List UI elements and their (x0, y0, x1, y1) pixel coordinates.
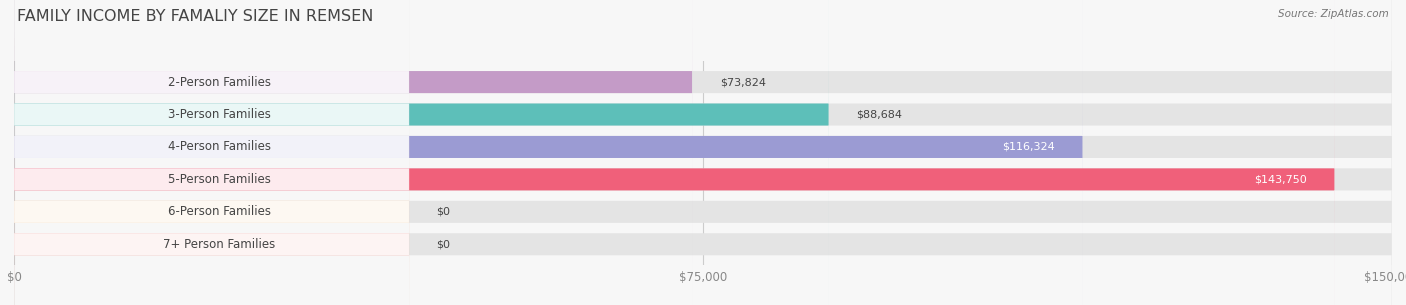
FancyBboxPatch shape (14, 0, 828, 305)
FancyBboxPatch shape (14, 0, 409, 305)
Text: $88,684: $88,684 (856, 109, 903, 120)
Text: FAMILY INCOME BY FAMALIY SIZE IN REMSEN: FAMILY INCOME BY FAMALIY SIZE IN REMSEN (17, 9, 373, 24)
FancyBboxPatch shape (14, 0, 409, 305)
FancyBboxPatch shape (14, 0, 1392, 305)
Text: $73,824: $73,824 (720, 77, 766, 87)
FancyBboxPatch shape (14, 0, 1392, 305)
FancyBboxPatch shape (14, 0, 409, 305)
Text: 3-Person Families: 3-Person Families (169, 108, 271, 121)
FancyBboxPatch shape (14, 0, 1392, 305)
Text: 5-Person Families: 5-Person Families (169, 173, 271, 186)
Text: $0: $0 (437, 239, 450, 249)
FancyBboxPatch shape (14, 0, 409, 305)
Text: Source: ZipAtlas.com: Source: ZipAtlas.com (1278, 9, 1389, 19)
Text: 7+ Person Families: 7+ Person Families (163, 238, 276, 251)
FancyBboxPatch shape (14, 0, 1392, 305)
Text: $0: $0 (437, 207, 450, 217)
FancyBboxPatch shape (14, 0, 409, 305)
Text: $116,324: $116,324 (1002, 142, 1054, 152)
FancyBboxPatch shape (14, 0, 1392, 305)
Text: 4-Person Families: 4-Person Families (167, 141, 271, 153)
Text: 6-Person Families: 6-Person Families (167, 205, 271, 218)
FancyBboxPatch shape (14, 0, 1334, 305)
FancyBboxPatch shape (14, 0, 1083, 305)
FancyBboxPatch shape (14, 0, 409, 305)
FancyBboxPatch shape (14, 0, 692, 305)
FancyBboxPatch shape (14, 0, 409, 305)
FancyBboxPatch shape (14, 0, 409, 305)
Text: $143,750: $143,750 (1254, 174, 1308, 185)
FancyBboxPatch shape (14, 0, 1392, 305)
Text: 2-Person Families: 2-Person Families (167, 76, 271, 88)
